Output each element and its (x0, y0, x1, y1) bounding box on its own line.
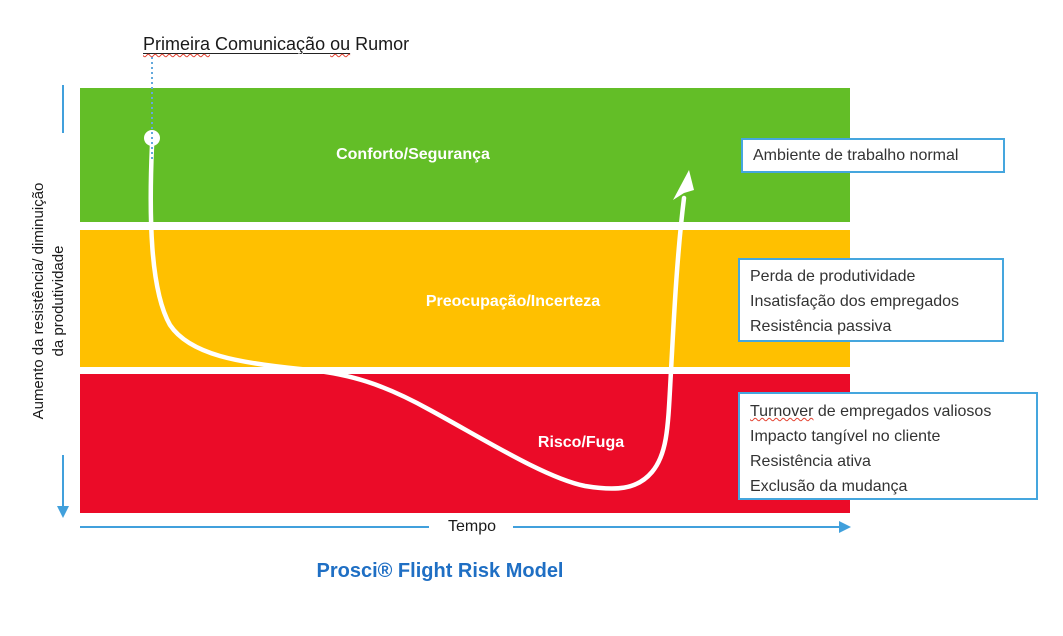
callout-productivity-loss: Perda de produtividade Insatisfação dos … (738, 258, 1004, 342)
callout-turnover-word: Turnover (750, 403, 814, 420)
top-label-word2: Comunicação (210, 34, 331, 54)
y-axis-label-line2: da produtividade (50, 245, 67, 357)
top-label-word3: ou (330, 34, 351, 54)
band-risk (80, 374, 850, 513)
first-communication-label: Primeira Comunicação ou Rumor (143, 34, 409, 55)
callout-line: Turnover de empregados valiosos (750, 399, 1026, 424)
band-label-risk: Risco/Fuga (537, 434, 625, 451)
callout-turnover-risk: Turnover de empregados valiosos Impacto … (738, 392, 1038, 500)
diagram-title: Prosci® Flight Risk Model (316, 560, 564, 582)
callout-line: Impacto tangível no cliente (750, 428, 941, 445)
x-axis-arrowhead-icon (839, 521, 851, 533)
band-label-concern: Preocupação/Incerteza (425, 293, 601, 310)
callout-normal-environment: Ambiente de trabalho normal (741, 138, 1005, 173)
callout-line: Resistência ativa (750, 453, 871, 470)
x-axis-label: Tempo (447, 518, 497, 535)
y-axis-label: Aumento da resistência/ diminuição da pr… (29, 74, 71, 528)
band-label-comfort: Conforto/Segurança (336, 146, 490, 163)
callout-line: Exclusão da mudança (750, 478, 908, 495)
callout-line: Insatisfação dos empregados (750, 293, 960, 310)
callout-turnover-rest: de empregados valiosos (813, 403, 992, 420)
top-label-word1: Primeira (143, 34, 211, 54)
callout-line: Ambiente de trabalho normal (753, 147, 959, 164)
top-label-word4: Rumor (350, 34, 410, 54)
y-axis-label-line1: Aumento da resistência/ diminuição (30, 182, 47, 420)
callout-line: Resistência passiva (750, 318, 892, 335)
callout-line: Perda de produtividade (750, 268, 916, 285)
